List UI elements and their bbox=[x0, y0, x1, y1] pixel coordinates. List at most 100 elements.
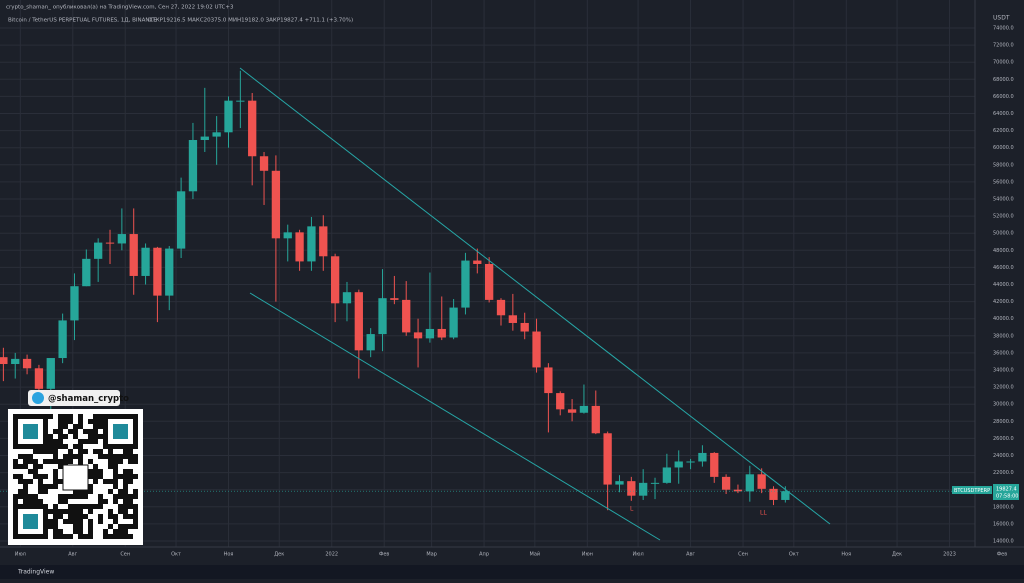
qr-cell bbox=[93, 414, 98, 419]
qr-cell bbox=[123, 479, 128, 484]
candle-body bbox=[141, 247, 150, 276]
candle-body bbox=[437, 328, 446, 338]
x-tick-label: Июл bbox=[15, 552, 26, 558]
qr-cell bbox=[128, 454, 133, 459]
qr-cell bbox=[88, 429, 93, 434]
candle-body bbox=[425, 328, 435, 339]
qr-cell bbox=[23, 489, 28, 494]
qr-cell bbox=[128, 449, 133, 454]
qr-cell bbox=[133, 459, 138, 464]
qr-cell bbox=[93, 504, 98, 509]
candle-body bbox=[295, 232, 304, 262]
qr-cell bbox=[48, 434, 53, 439]
candle-body bbox=[390, 298, 399, 300]
qr-cell bbox=[118, 524, 123, 529]
qr-cell bbox=[13, 494, 18, 499]
candle-body bbox=[473, 260, 482, 264]
qr-cell bbox=[98, 504, 103, 509]
candle-body bbox=[627, 481, 636, 496]
qr-cell bbox=[53, 429, 58, 434]
qr-cell bbox=[98, 454, 103, 459]
x-tick-label: Ноя bbox=[224, 552, 234, 558]
qr-cell bbox=[88, 439, 93, 444]
qr-cell bbox=[98, 499, 103, 504]
qr-cell bbox=[108, 454, 113, 459]
qr-cell bbox=[73, 524, 78, 529]
qr-cell bbox=[93, 439, 98, 444]
qr-cell bbox=[123, 449, 128, 454]
candle-body bbox=[117, 234, 127, 244]
candle-body bbox=[461, 260, 470, 308]
qr-cell bbox=[83, 429, 88, 434]
qr-cell bbox=[98, 519, 103, 524]
qr-cell bbox=[43, 449, 48, 454]
candle-body bbox=[165, 248, 174, 296]
qr-cell bbox=[118, 474, 123, 479]
qr-cell bbox=[68, 514, 73, 519]
x-tick-label: Сен bbox=[120, 552, 130, 558]
qr-cell bbox=[53, 504, 58, 509]
candle-body bbox=[129, 234, 138, 276]
qr-cell bbox=[58, 419, 63, 424]
qr-cell bbox=[28, 459, 33, 464]
y-tick-label: 52000.0 bbox=[993, 214, 1014, 220]
qr-cell bbox=[113, 519, 118, 524]
symbol-tag bbox=[952, 486, 992, 494]
qr-cell bbox=[133, 474, 138, 479]
candle-body bbox=[259, 156, 269, 171]
qr-cell bbox=[58, 414, 63, 419]
qr-cell bbox=[108, 449, 113, 454]
qr-cell bbox=[18, 474, 23, 479]
annotation: LL bbox=[760, 510, 767, 517]
qr-cell bbox=[118, 509, 123, 514]
candle-body bbox=[402, 299, 411, 333]
x-tick-label: Май bbox=[530, 551, 541, 558]
qr-cell bbox=[108, 459, 113, 464]
qr-cell bbox=[98, 474, 103, 479]
qr-cell bbox=[123, 474, 128, 479]
qr-cell bbox=[78, 454, 83, 459]
qr-cell bbox=[128, 524, 133, 529]
qr-cell bbox=[108, 509, 113, 514]
qr-cell bbox=[118, 529, 123, 534]
countdown: 07:58:00 bbox=[996, 494, 1018, 500]
qr-cell bbox=[113, 474, 118, 479]
qr-cell bbox=[23, 484, 28, 489]
qr-cell bbox=[38, 464, 43, 469]
y-tick-label: 62000.0 bbox=[993, 128, 1014, 134]
qr-cell bbox=[103, 499, 108, 504]
qr-cell bbox=[68, 459, 73, 464]
y-tick-label: 24000.0 bbox=[993, 453, 1014, 459]
candle-body bbox=[354, 292, 363, 351]
qr-cell bbox=[53, 519, 58, 524]
candle-body bbox=[639, 482, 648, 496]
candle-body bbox=[733, 489, 743, 492]
qr-cell bbox=[118, 459, 123, 464]
x-tick-label: Июн bbox=[582, 552, 593, 558]
qr-cell bbox=[53, 449, 58, 454]
qr-cell bbox=[113, 534, 118, 539]
qr-cell bbox=[128, 474, 133, 479]
candle-body bbox=[11, 358, 20, 365]
candle-body bbox=[82, 258, 91, 287]
qr-cell bbox=[98, 414, 103, 419]
y-tick-label: 40000.0 bbox=[993, 316, 1014, 322]
qr-cell bbox=[73, 529, 78, 534]
qr-cell bbox=[63, 414, 68, 419]
x-tick-label: Фев bbox=[379, 552, 389, 558]
qr-cell bbox=[33, 474, 38, 479]
qr-cell bbox=[23, 464, 28, 469]
qr-cell bbox=[53, 439, 58, 444]
qr-cell bbox=[123, 534, 128, 539]
qr-cell bbox=[68, 534, 73, 539]
y-axis: 14000.016000.018000.020000.022000.024000… bbox=[993, 26, 1014, 545]
candle-body bbox=[342, 292, 352, 304]
x-tick-label: Авг bbox=[686, 552, 695, 558]
qr-cell bbox=[98, 434, 103, 439]
qr-cell bbox=[113, 469, 118, 474]
qr-cell bbox=[98, 469, 103, 474]
qr-cell bbox=[68, 414, 73, 419]
candle-body bbox=[591, 405, 600, 434]
candle-body bbox=[579, 405, 589, 413]
qr-cell bbox=[78, 509, 83, 514]
